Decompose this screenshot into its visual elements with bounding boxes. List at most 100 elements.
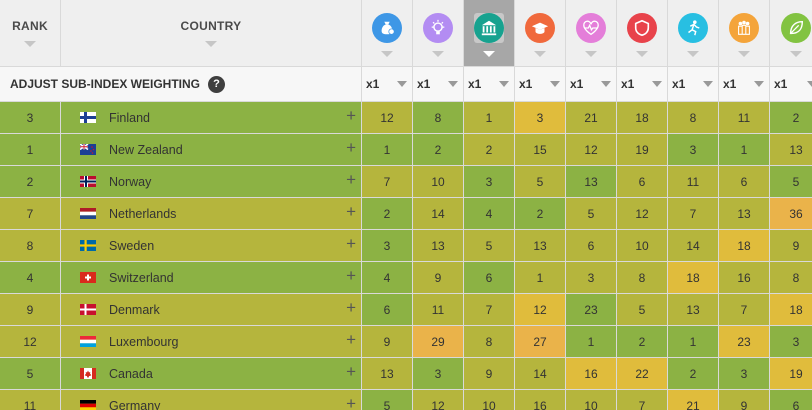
subindex-sort-caret[interactable] bbox=[790, 51, 802, 57]
subindex-header-7[interactable] bbox=[668, 0, 718, 66]
score-cell: 9 bbox=[362, 326, 412, 357]
subindex-header-9[interactable] bbox=[770, 0, 812, 66]
expand-plus-icon[interactable]: + bbox=[346, 202, 356, 221]
subindex-header-8[interactable] bbox=[719, 0, 769, 66]
weight-select-9[interactable]: x1 bbox=[770, 67, 812, 101]
subindex-sort-caret[interactable] bbox=[432, 51, 444, 57]
country-name: Denmark bbox=[109, 302, 160, 317]
expand-plus-icon[interactable]: + bbox=[346, 362, 356, 381]
expand-plus-icon[interactable]: + bbox=[346, 394, 356, 410]
expand-plus-icon[interactable]: + bbox=[346, 106, 356, 125]
chevron-down-icon[interactable] bbox=[601, 81, 611, 87]
expand-plus-icon[interactable]: + bbox=[346, 266, 356, 285]
subindex-header-1[interactable] bbox=[362, 0, 412, 66]
score-cell: 6 bbox=[617, 166, 667, 197]
subindex-header-3[interactable] bbox=[464, 0, 514, 66]
heartbeat-icon[interactable] bbox=[576, 13, 606, 43]
expand-plus-icon[interactable]: + bbox=[346, 170, 356, 189]
expand-plus-icon[interactable]: + bbox=[346, 330, 356, 349]
chevron-down-icon[interactable] bbox=[550, 81, 560, 87]
graduation-cap-icon[interactable] bbox=[525, 13, 555, 43]
country-cell[interactable]: Luxembourg + bbox=[61, 326, 361, 357]
score-cell: 13 bbox=[770, 134, 812, 165]
country-cell[interactable]: Germany + bbox=[61, 390, 361, 410]
subindex-header-4[interactable] bbox=[515, 0, 565, 66]
lightbulb-icon[interactable] bbox=[423, 13, 453, 43]
chevron-down-icon[interactable] bbox=[807, 81, 812, 87]
weight-select-5[interactable]: x1 bbox=[566, 67, 616, 101]
score-cell: 1 bbox=[362, 134, 412, 165]
score-cell: 9 bbox=[464, 358, 514, 389]
chevron-down-icon[interactable] bbox=[448, 81, 458, 87]
subindex-sort-caret[interactable] bbox=[636, 51, 648, 57]
expand-plus-icon[interactable]: + bbox=[346, 298, 356, 317]
leaf-icon[interactable] bbox=[781, 13, 811, 43]
subindex-sort-caret[interactable] bbox=[738, 51, 750, 57]
weight-select-6[interactable]: x1 bbox=[617, 67, 667, 101]
score-cell: 8 bbox=[668, 102, 718, 133]
score-cell: 2 bbox=[515, 198, 565, 229]
shield-icon[interactable] bbox=[627, 13, 657, 43]
expand-plus-icon[interactable]: + bbox=[346, 234, 356, 253]
weight-select-2[interactable]: x1 bbox=[413, 67, 463, 101]
country-cell[interactable]: Canada + bbox=[61, 358, 361, 389]
chevron-down-icon[interactable] bbox=[652, 81, 662, 87]
weight-select-4[interactable]: x1 bbox=[515, 67, 565, 101]
expand-plus-icon[interactable]: + bbox=[346, 138, 356, 157]
country-header[interactable]: COUNTRY bbox=[61, 0, 361, 66]
score-cell: 2 bbox=[413, 134, 463, 165]
rank-sort-caret[interactable] bbox=[24, 41, 36, 47]
subindex-sort-caret[interactable] bbox=[687, 51, 699, 57]
chevron-down-icon[interactable] bbox=[703, 81, 713, 87]
weight-select-8[interactable]: x1 bbox=[719, 67, 769, 101]
score-cell: 16 bbox=[719, 262, 769, 293]
weight-select-7[interactable]: x1 bbox=[668, 67, 718, 101]
chevron-down-icon[interactable] bbox=[754, 81, 764, 87]
rank-header-label: RANK bbox=[12, 19, 48, 33]
country-sort-caret[interactable] bbox=[205, 41, 217, 47]
subindex-sort-caret[interactable] bbox=[534, 51, 546, 57]
chevron-down-icon[interactable] bbox=[499, 81, 509, 87]
chevron-down-icon[interactable] bbox=[397, 81, 407, 87]
country-cell[interactable]: Norway + bbox=[61, 166, 361, 197]
weight-select-3[interactable]: x1 bbox=[464, 67, 514, 101]
subindex-header-6[interactable] bbox=[617, 0, 667, 66]
subindex-header-2[interactable] bbox=[413, 0, 463, 66]
subindex-header-5[interactable] bbox=[566, 0, 616, 66]
score-cell: 13 bbox=[719, 198, 769, 229]
country-cell[interactable]: Netherlands + bbox=[61, 198, 361, 229]
country-cell[interactable]: Denmark + bbox=[61, 294, 361, 325]
weight-select-1[interactable]: x1 bbox=[362, 67, 412, 101]
score-cell: 4 bbox=[464, 198, 514, 229]
score-cell: 1 bbox=[668, 326, 718, 357]
country-cell[interactable]: Finland + bbox=[61, 102, 361, 133]
subindex-sort-caret[interactable] bbox=[381, 51, 393, 57]
country-name: Switzerland bbox=[109, 270, 174, 285]
score-cell: 12 bbox=[566, 134, 616, 165]
country-cell[interactable]: Sweden + bbox=[61, 230, 361, 261]
adjust-weighting-label: ADJUST SUB-INDEX WEIGHTING bbox=[10, 77, 201, 91]
runner-icon[interactable] bbox=[678, 13, 708, 43]
score-cell: 9 bbox=[770, 230, 812, 261]
score-cell: 15 bbox=[515, 134, 565, 165]
rank-cell: 9 bbox=[0, 294, 60, 325]
score-cell: 13 bbox=[362, 358, 412, 389]
score-cell: 12 bbox=[617, 198, 667, 229]
score-cell: 6 bbox=[464, 262, 514, 293]
country-cell[interactable]: Switzerland + bbox=[61, 262, 361, 293]
country-name: Finland bbox=[109, 110, 150, 125]
help-icon[interactable]: ? bbox=[208, 75, 226, 93]
people-group-icon[interactable] bbox=[729, 13, 759, 43]
rank-header[interactable]: RANK bbox=[0, 0, 60, 66]
score-cell: 36 bbox=[770, 198, 812, 229]
country-cell[interactable]: New Zealand + bbox=[61, 134, 361, 165]
government-building-icon[interactable] bbox=[474, 13, 504, 43]
score-cell: 3 bbox=[362, 230, 412, 261]
subindex-sort-caret[interactable] bbox=[585, 51, 597, 57]
score-cell: 5 bbox=[770, 166, 812, 197]
adjust-weighting-label-cell: ADJUST SUB-INDEX WEIGHTING? bbox=[0, 67, 361, 101]
score-cell: 2 bbox=[668, 358, 718, 389]
subindex-sort-caret[interactable] bbox=[483, 51, 495, 57]
money-bag-icon[interactable] bbox=[372, 13, 402, 43]
flag-switzerland-icon bbox=[80, 272, 96, 283]
